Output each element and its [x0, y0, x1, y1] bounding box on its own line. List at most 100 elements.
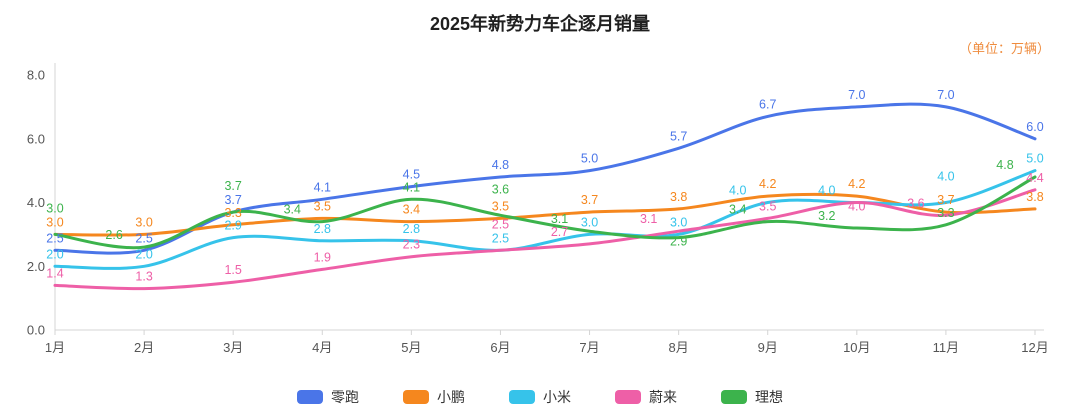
legend-label: 小米: [543, 389, 571, 405]
data-label-小鹏: 4.2: [848, 177, 865, 191]
legend: 零跑 小鹏 小米 蔚来 理想: [0, 387, 1080, 407]
series-line-小米: [53, 169, 1037, 270]
data-label-小鹏: 3.5: [492, 199, 509, 213]
data-label-小鹏: 3.0: [46, 215, 63, 229]
x-axis-label: 9月: [758, 340, 778, 355]
data-label-小米: 4.0: [818, 184, 835, 198]
data-label-小米: 2.9: [224, 219, 241, 233]
x-axis-label: 7月: [579, 340, 599, 355]
data-label-小米: 2.5: [492, 231, 509, 245]
y-axis-label: 6.0: [27, 131, 45, 146]
x-axis-label: 1月: [45, 340, 65, 355]
series-line-小鹏: [53, 192, 1037, 237]
data-label-零跑: 6.0: [1026, 120, 1043, 134]
x-axis-label: 3月: [223, 340, 243, 355]
legend-marker: [615, 390, 641, 404]
x-axis-label: 8月: [669, 340, 689, 355]
data-label-蔚来: 1.5: [224, 263, 241, 277]
data-label-蔚来: 2.3: [403, 238, 420, 252]
data-label-零跑: 4.8: [492, 158, 509, 172]
data-label-理想: 3.3: [937, 206, 954, 220]
y-axis-label: 2.0: [27, 259, 45, 274]
data-label-零跑: 4.5: [403, 168, 420, 182]
x-axis-label: 6月: [490, 340, 510, 355]
data-label-零跑: 7.0: [937, 88, 954, 102]
data-label-小米: 2.0: [135, 247, 152, 261]
data-label-小鹏: 3.4: [403, 203, 420, 217]
data-label-理想: 4.8: [996, 158, 1013, 172]
y-axis-label: 8.0: [27, 68, 45, 83]
data-label-理想: 3.4: [729, 203, 746, 217]
data-label-理想: 3.7: [224, 179, 241, 193]
data-label-蔚来: 4.4: [1026, 171, 1043, 185]
data-label-小米: 2.8: [403, 222, 420, 236]
data-label-小米: 4.0: [729, 184, 746, 198]
data-label-蔚来: 3.6: [907, 196, 924, 210]
y-axis-label: 4.0: [27, 195, 45, 210]
data-label-小鹏: 4.2: [759, 177, 776, 191]
data-label-蔚来: 2.5: [492, 217, 509, 231]
y-axis-label: 0.0: [27, 323, 45, 338]
series-line-蔚来: [53, 188, 1037, 291]
data-label-小鹏: 3.0: [135, 215, 152, 229]
legend-marker: [509, 390, 535, 404]
legend-item-小鹏[interactable]: 小鹏: [403, 387, 465, 407]
data-label-小鹏: 3.8: [1026, 190, 1043, 204]
data-label-理想: 3.0: [46, 201, 63, 215]
data-label-理想: 3.4: [284, 203, 301, 217]
data-label-蔚来: 1.9: [314, 250, 331, 264]
data-label-小米: 2.8: [314, 222, 331, 236]
x-axis-label: 10月: [843, 340, 870, 355]
chart-title: 2025年新势力车企逐月销量: [429, 14, 651, 34]
data-label-小米: 4.0: [937, 170, 954, 184]
x-axis-label: 12月: [1021, 340, 1048, 355]
legend-item-零跑[interactable]: 零跑: [297, 387, 359, 407]
legend-marker: [297, 390, 323, 404]
x-axis-label: 5月: [401, 340, 421, 355]
data-label-小米: 3.0: [670, 215, 687, 229]
data-label-理想: 4.1: [403, 180, 420, 194]
data-label-小米: 2.0: [46, 247, 63, 261]
data-label-零跑: 5.0: [581, 152, 598, 166]
legend-label: 理想: [755, 389, 783, 405]
data-label-小鹏: 3.7: [581, 193, 598, 207]
data-label-小鹏: 3.5: [314, 199, 331, 213]
data-label-蔚来: 2.7: [551, 225, 568, 239]
series-line-理想: [53, 175, 1037, 250]
data-label-蔚来: 4.0: [848, 200, 865, 214]
data-label-理想: 3.6: [492, 182, 509, 196]
data-label-小鹏: 3.8: [670, 190, 687, 204]
data-label-零跑: 3.7: [224, 193, 241, 207]
data-label-零跑: 5.7: [670, 129, 687, 143]
data-label-理想: 2.9: [670, 235, 687, 249]
data-label-零跑: 2.5: [46, 231, 63, 245]
data-label-理想: 3.1: [551, 212, 568, 226]
data-label-零跑: 7.0: [848, 88, 865, 102]
x-axis-label: 4月: [312, 340, 332, 355]
x-axis-label: 11月: [933, 340, 960, 355]
data-label-蔚来: 3.5: [759, 199, 776, 213]
data-label-蔚来: 1.3: [135, 270, 152, 284]
data-label-小鹏: 3.3: [224, 206, 241, 220]
data-label-零跑: 4.1: [314, 180, 331, 194]
legend-label: 蔚来: [649, 389, 677, 405]
unit-label: （单位：万辆）: [958, 41, 1050, 56]
data-label-零跑: 6.7: [759, 97, 776, 111]
legend-item-理想[interactable]: 理想: [721, 387, 783, 407]
data-label-小米: 5.0: [1026, 152, 1043, 166]
data-label-理想: 2.6: [105, 228, 122, 242]
legend-label: 小鹏: [437, 389, 465, 405]
legend-item-蔚来[interactable]: 蔚来: [615, 387, 677, 407]
data-label-理想: 3.2: [818, 209, 835, 223]
data-label-小米: 3.0: [581, 215, 598, 229]
legend-item-小米[interactable]: 小米: [509, 387, 571, 407]
data-label-零跑: 2.5: [135, 231, 152, 245]
data-label-蔚来: 1.4: [46, 266, 63, 280]
legend-marker: [403, 390, 429, 404]
data-label-蔚来: 3.1: [640, 212, 657, 226]
legend-marker: [721, 390, 747, 404]
data-label-小鹏: 3.7: [937, 193, 954, 207]
x-axis-label: 2月: [134, 340, 154, 355]
legend-label: 零跑: [331, 389, 359, 405]
